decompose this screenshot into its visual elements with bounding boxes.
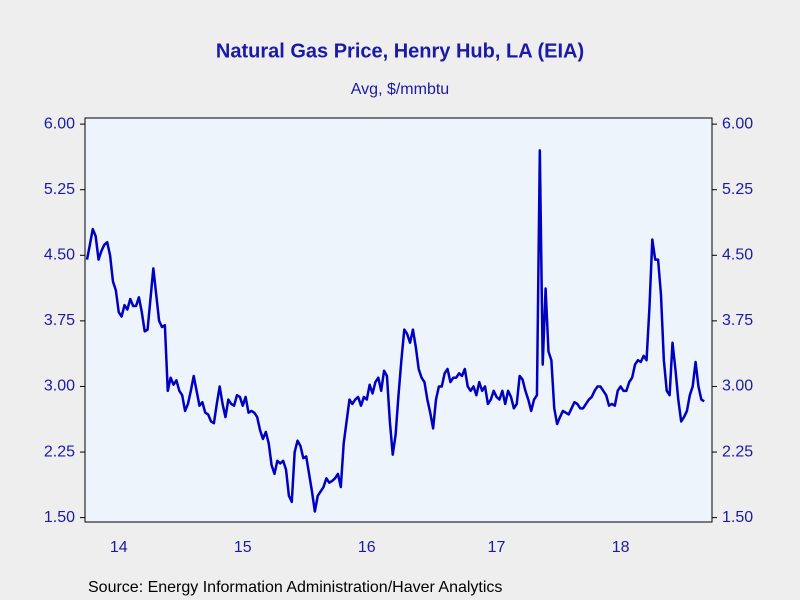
y2-tick-label: 5.25 [722, 181, 753, 198]
y2-tick-label: 2.25 [722, 443, 753, 460]
data-line [85, 149, 705, 513]
source-note: Source: Energy Information Administratio… [88, 579, 502, 596]
y2-tick-label: 1.50 [722, 509, 753, 526]
y-tick-label: 3.00 [44, 378, 75, 395]
y-tick-label: 6.00 [44, 115, 75, 132]
y2-tick-label: 3.00 [722, 378, 753, 395]
y2-tick-label: 4.50 [722, 247, 753, 264]
y-tick-label: 5.25 [44, 181, 75, 198]
y-tick-label: 3.75 [44, 312, 75, 329]
x-tick-label: 16 [358, 539, 376, 556]
x-tick-label: 14 [110, 539, 128, 556]
y-tick-label: 1.50 [44, 509, 75, 526]
x-tick-label: 15 [234, 539, 252, 556]
x-tick-label: 18 [612, 539, 630, 556]
x-tick-label: 17 [488, 539, 506, 556]
chart-title: Natural Gas Price, Henry Hub, LA (EIA) [216, 40, 584, 62]
y-tick-label: 2.25 [44, 443, 75, 460]
y-tick-label: 4.50 [44, 247, 75, 264]
y2-tick-label: 6.00 [722, 115, 753, 132]
plot-area [84, 117, 713, 523]
y2-tick-label: 3.75 [722, 312, 753, 329]
chart-subtitle: Avg, $/mmbtu [351, 81, 449, 98]
